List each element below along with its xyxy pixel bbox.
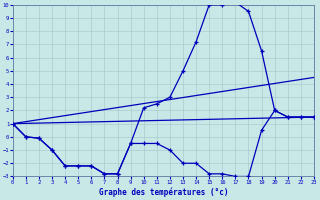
X-axis label: Graphe des températures (°c): Graphe des températures (°c)	[99, 188, 228, 197]
